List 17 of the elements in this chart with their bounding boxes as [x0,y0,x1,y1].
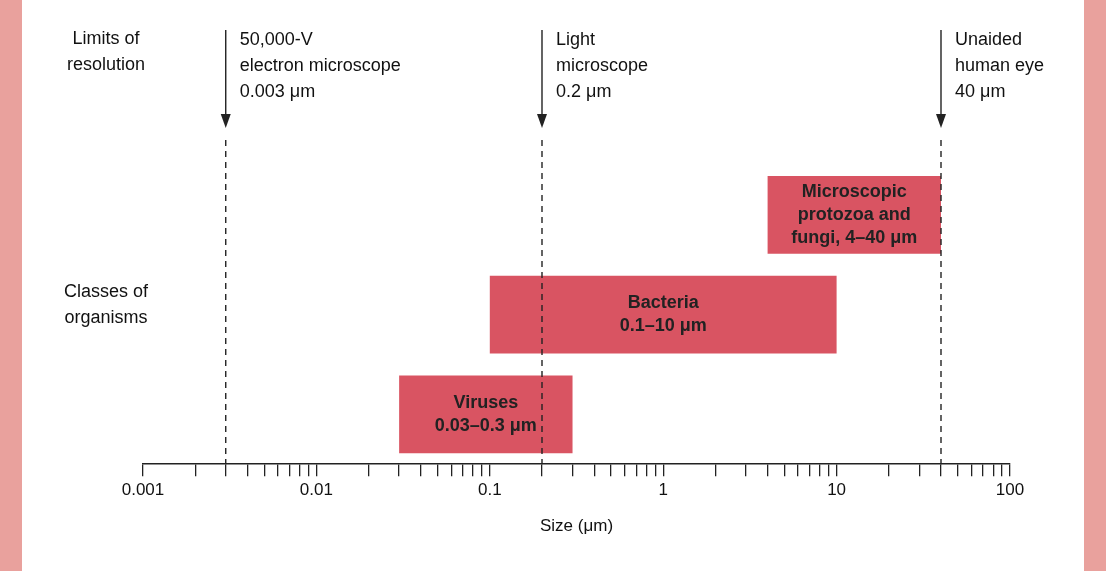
x-tick-label: 100 [995,480,1025,500]
data-label: Microscopic protozoa and fungi, 4–40 μm [791,180,918,247]
bar [489,275,837,354]
x-axis-title: Size (μm) [539,516,614,536]
ref-line-label: Unaided human eye 40 μm [955,28,1045,101]
x-tick-label: 1 [658,480,668,500]
x-tick-label: 10 [827,480,847,500]
annotation: Classes of organisms [63,280,150,327]
ref-line-label: Light microscope 0.2 μm [556,28,649,101]
text: Limits of resolution [66,27,146,74]
ref-line-label: 50,000-V electron microscope 0.003 μm [239,28,401,101]
data-label: Viruses 0.03–0.3 μm [434,391,537,435]
data-label: Bacteria 0.1–10 μm [619,292,707,336]
x-tick-label: 0.001 [121,480,165,500]
x-tick-label: 0.01 [299,480,333,500]
bar [399,375,573,454]
x-tick-label: 0.1 [477,480,502,500]
